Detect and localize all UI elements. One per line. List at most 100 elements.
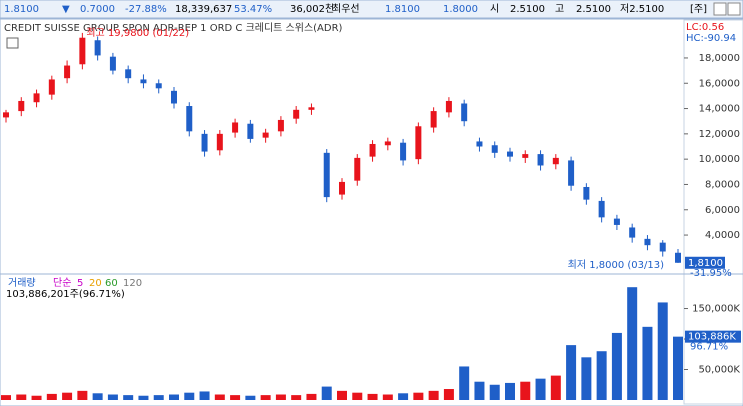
candle-body	[155, 83, 162, 89]
volume-bar	[291, 395, 302, 400]
volume-bar	[627, 287, 638, 400]
candle-body	[308, 107, 315, 110]
candle-body	[79, 37, 86, 65]
y-tick-label: 12,0000	[699, 129, 740, 140]
candle-body	[277, 119, 284, 132]
volume-bar	[413, 392, 424, 400]
candle-body	[186, 106, 193, 132]
window-button[interactable]	[713, 2, 727, 16]
candle-body	[232, 122, 239, 133]
volume-tick-label: 50,000K	[698, 365, 740, 376]
max-annotation: 최고 19,9800 (01/22)	[86, 27, 189, 39]
candle-body	[552, 157, 559, 165]
volume-last-box	[685, 330, 741, 343]
header-price: 1.8100	[4, 4, 39, 15]
candle-body	[522, 154, 529, 158]
volume-bar	[199, 391, 210, 400]
volume-bar	[184, 392, 195, 400]
candle-body	[216, 133, 223, 151]
candle-body	[323, 152, 330, 198]
volume-total: 103,886,201주(96.71%)	[6, 289, 125, 300]
candle-body	[125, 69, 132, 79]
window-button[interactable]	[727, 2, 741, 16]
candle-body	[430, 111, 437, 128]
header-best-label: 최우선	[332, 3, 360, 15]
candle-body	[48, 79, 55, 95]
candle-body	[629, 227, 636, 238]
volume-bar	[16, 394, 27, 400]
volume-bar	[153, 395, 164, 400]
y-tick-label: 16,0000	[699, 78, 740, 89]
candle-body	[64, 65, 71, 79]
candle-body	[247, 123, 254, 139]
header-ask: 1.8100	[385, 4, 420, 15]
chart-title: CREDIT SUISSE GROUP SPON ADR-REP 1 ORD C…	[4, 21, 343, 34]
volume-bar	[489, 384, 500, 400]
volume-bar	[107, 394, 118, 400]
volume-bar	[306, 393, 317, 400]
top-bar	[0, 0, 743, 19]
volume-bar	[398, 393, 409, 400]
candle-body	[94, 40, 101, 56]
candle-body	[537, 154, 544, 166]
candle-body	[598, 200, 605, 218]
candle-body	[491, 145, 498, 153]
header-amount: 36,002천	[290, 3, 334, 15]
header-change: 0.7000	[80, 4, 115, 15]
header-open-label: 시	[490, 3, 499, 15]
volume-bar	[505, 382, 515, 400]
volume-legend: 5	[77, 278, 83, 289]
y-tick-label: 8,0000	[705, 179, 740, 190]
y-tick-label: 14,0000	[699, 104, 740, 115]
volume-legend: 단순	[53, 277, 71, 289]
volume-bar	[260, 395, 271, 400]
hc-label: HC:-90.94	[686, 33, 736, 44]
volume-bar	[443, 389, 454, 400]
volume-legend: 20	[89, 278, 102, 289]
last-price-box	[685, 256, 725, 269]
volume-bar	[642, 326, 653, 400]
volume-legend: 60	[105, 278, 118, 289]
candle-body	[3, 112, 9, 118]
volume-legend: 120	[123, 278, 142, 289]
candle-body	[613, 218, 620, 225]
y-tick-label: 4,0000	[705, 230, 740, 241]
candle-body	[659, 242, 666, 252]
candle-body	[201, 133, 208, 152]
volume-last-label: 103,886K	[688, 332, 736, 343]
candle-body	[140, 79, 147, 84]
candle-body	[33, 93, 40, 103]
candle-body	[644, 238, 651, 246]
candle-body	[445, 100, 452, 113]
y-tick-label: 18,0000	[699, 53, 740, 64]
candle-body	[18, 100, 25, 112]
volume-bar	[352, 392, 363, 400]
volume-bar	[1, 395, 11, 400]
candle-body	[262, 132, 269, 138]
volume-bar	[550, 375, 561, 400]
header-low-label: 저2.5100	[620, 3, 664, 15]
candle-body	[583, 186, 590, 200]
menu-icon[interactable]	[6, 37, 19, 49]
candle-body	[400, 142, 407, 161]
volume-bar	[123, 395, 134, 400]
volume-bar	[382, 394, 393, 400]
volume-bar	[520, 381, 531, 400]
volume-bar	[275, 394, 286, 400]
min-annotation: 최저 1,8000 (03/13)	[568, 259, 664, 271]
candle-body	[384, 141, 391, 146]
volume-last-pct: 96.71%	[690, 342, 728, 353]
candle-body	[293, 109, 300, 119]
volume-bar	[214, 394, 225, 400]
header-volume-pct: 53.47%	[234, 4, 272, 15]
header-high: 2.5100	[576, 4, 611, 15]
volume-bar	[535, 378, 546, 400]
volume-bar	[138, 395, 149, 400]
lc-label: LC:0.56	[686, 22, 724, 33]
volume-bar	[596, 351, 607, 400]
volume-bar	[611, 332, 622, 400]
candle-body	[476, 141, 483, 147]
volume-bar	[169, 394, 179, 400]
header-change-pct: -27.88%	[125, 4, 167, 15]
last-price-label: 1,8100	[688, 258, 723, 269]
